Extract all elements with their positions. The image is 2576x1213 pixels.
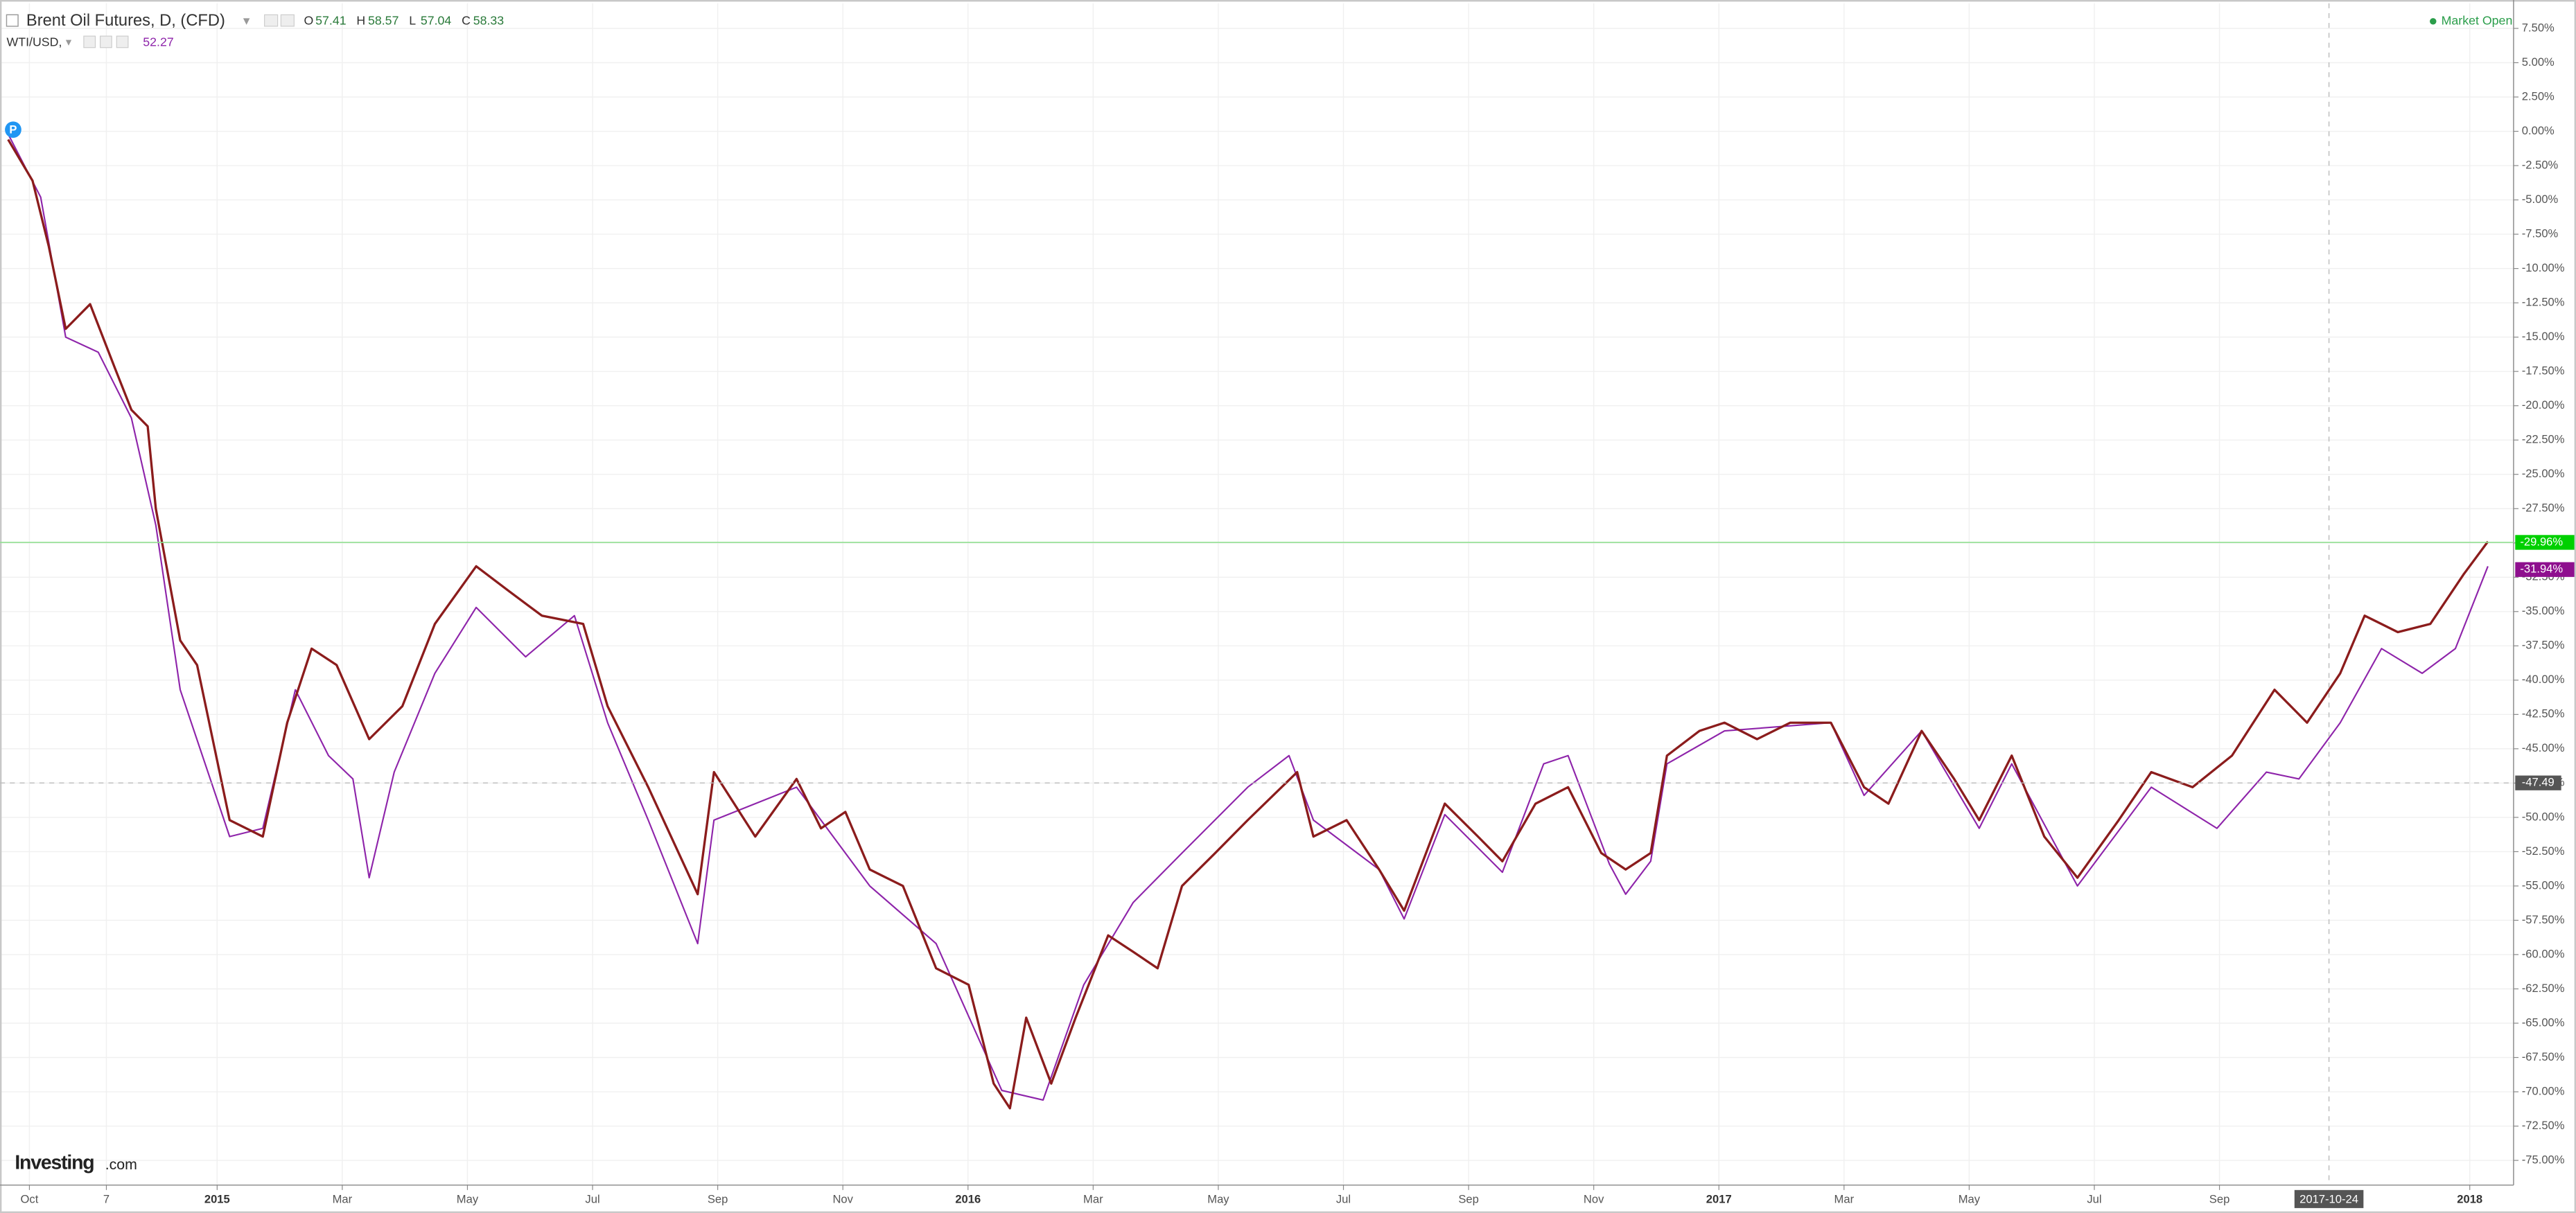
series-line: [7, 139, 2489, 1110]
x-tick-label: Oct: [21, 1192, 39, 1205]
x-tick-label: 2015: [204, 1192, 230, 1205]
x-tick-label: Sep: [2209, 1192, 2230, 1205]
grid: 7.50% 5.00% 2.50% 0.00% -2.50% -5.00% -7.50% -1…: [0, 3, 2565, 1205]
y-tick-label: -27.50%: [2522, 502, 2565, 515]
series-title: Brent Oil Futures, D, (CFD): [26, 12, 225, 30]
y-tick-label: -42.50%: [2522, 707, 2565, 720]
y-tick-label: 0.00%: [2522, 124, 2555, 137]
ohlc-value: 57.41: [315, 13, 347, 27]
last-value-label: -29.96%: [2520, 535, 2563, 548]
last-value-badge: [2515, 562, 2575, 577]
y-tick-label: -65.00%: [2522, 1016, 2565, 1029]
crosshair-y-badge: [2515, 775, 2561, 790]
y-tick-label: -62.50%: [2522, 982, 2565, 995]
last-value-badge: [2515, 535, 2575, 550]
compare-value: 52.27: [143, 35, 173, 48]
y-tick-label: -40.00%: [2522, 673, 2565, 686]
x-tick-label: Sep: [708, 1192, 728, 1205]
y-tick-label: -22.50%: [2522, 433, 2565, 446]
ohlc-key: H: [356, 13, 365, 27]
y-tick-label: -72.50%: [2522, 1119, 2565, 1132]
x-tick-label: 2018: [2457, 1192, 2482, 1205]
ohlc-value: 58.33: [473, 13, 505, 27]
x-tick-label: Mar: [1834, 1192, 1855, 1205]
x-tick-label: Mar: [1083, 1192, 1103, 1205]
compare-remove[interactable]: [116, 35, 129, 48]
last-value-label: -31.94%: [2520, 563, 2563, 576]
ohlc-value: 58.57: [368, 13, 398, 27]
y-tick-label: -37.50%: [2522, 639, 2565, 652]
toggle-visibility[interactable]: [264, 14, 279, 27]
brand-suffix: .com: [105, 1156, 137, 1173]
y-tick-label: -45.00%: [2522, 741, 2565, 754]
market-status: Market Open: [2442, 13, 2513, 27]
ohlc-legend: O 57.41 H 58.57 L 57.04 C 58.33: [304, 13, 505, 27]
x-tick-label: 7: [103, 1192, 109, 1205]
marker-badge: [5, 121, 21, 139]
y-tick-label: -57.50%: [2522, 913, 2565, 926]
y-tick-label: 7.50%: [2522, 21, 2555, 34]
x-tick-label: May: [1959, 1192, 1981, 1205]
y-tick-label: -7.50%: [2522, 227, 2559, 240]
y-tick-label: -10.00%: [2522, 261, 2565, 274]
y-tick-label: -17.50%: [2522, 364, 2565, 378]
y-tick-label: -75.00%: [2522, 1153, 2565, 1166]
ohlc-key: C: [462, 13, 471, 27]
crosshair-y-label: -47.49: [2522, 776, 2555, 789]
y-tick-label: -67.50%: [2522, 1050, 2565, 1063]
crosshair-x-badge: [2294, 1189, 2364, 1208]
y-tick-label: 5.00%: [2522, 55, 2555, 69]
crosshair-x-label: 2017-10-24: [2299, 1192, 2358, 1205]
x-tick-label: Mar: [333, 1192, 353, 1205]
plot: [7, 134, 2489, 1110]
status-dot: [2430, 18, 2437, 25]
y-tick-label: -12.50%: [2522, 296, 2565, 309]
x-tick-label: 2016: [955, 1192, 981, 1205]
x-tick-label: Nov: [832, 1192, 853, 1205]
ohlc-key: L: [409, 13, 416, 27]
compare-toggle[interactable]: [83, 35, 96, 48]
y-tick-label: -20.00%: [2522, 398, 2565, 411]
y-tick-label: -15.00%: [2522, 330, 2565, 343]
y-tick-label: -52.50%: [2522, 844, 2565, 858]
y-tick-label: 2.50%: [2522, 89, 2555, 103]
ohlc-key: O: [304, 13, 314, 27]
compare-settings[interactable]: [100, 35, 112, 48]
y-tick-label: -25.00%: [2522, 467, 2565, 480]
y-tick-label: -2.50%: [2522, 158, 2559, 171]
brand-logo: Investing: [15, 1151, 94, 1174]
x-tick-label: 2017: [1706, 1192, 1732, 1205]
x-tick-label: Jul: [1336, 1192, 1351, 1205]
y-tick-label: -35.00%: [2522, 604, 2565, 617]
compare-menu[interactable]: ▾: [66, 35, 72, 48]
y-tick-label: -5.00%: [2522, 193, 2559, 206]
marker-label: P: [9, 123, 17, 136]
x-tick-label: May: [1207, 1192, 1229, 1205]
series-menu[interactable]: ▾: [243, 14, 250, 28]
x-tick-label: Jul: [585, 1192, 599, 1205]
x-tick-label: Jul: [2087, 1192, 2101, 1205]
x-tick-label: Sep: [1458, 1192, 1479, 1205]
y-tick-label: -60.00%: [2522, 947, 2565, 960]
series-line: [7, 134, 2489, 1101]
settings-button[interactable]: [280, 14, 295, 27]
collapse-button[interactable]: [6, 14, 19, 27]
compare-name: WTI/USD,: [6, 35, 62, 48]
x-tick-label: May: [457, 1192, 479, 1205]
y-tick-label: -55.00%: [2522, 878, 2565, 892]
x-tick-label: Nov: [1584, 1192, 1604, 1205]
ohlc-value: 57.04: [421, 13, 452, 27]
y-tick-label: -70.00%: [2522, 1084, 2565, 1097]
y-tick-label: -50.00%: [2522, 810, 2565, 823]
